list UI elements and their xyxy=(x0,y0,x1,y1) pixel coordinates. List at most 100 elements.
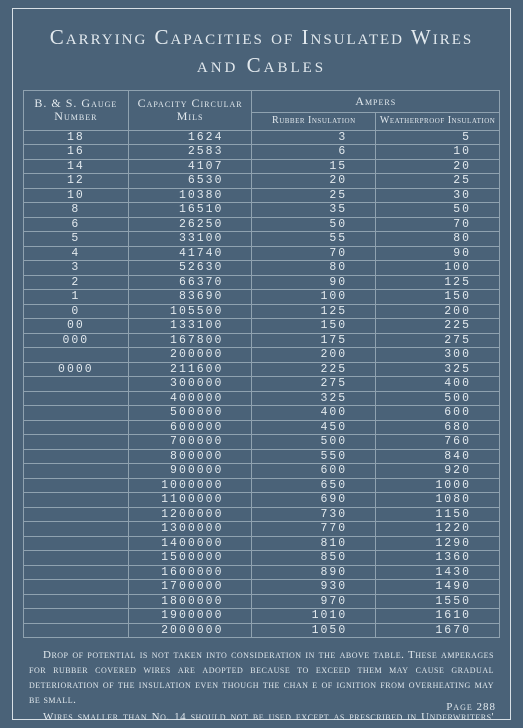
cell-rubber: 90 xyxy=(252,275,376,290)
cell-rubber: 150 xyxy=(252,319,376,334)
cell-mils: 200000 xyxy=(128,348,252,363)
cell-rubber: 20 xyxy=(252,174,376,189)
cell-gauge: 0000 xyxy=(24,362,129,377)
cell-rubber: 50 xyxy=(252,217,376,232)
table-row: 8165103550 xyxy=(24,203,500,218)
table-row: 10000006501000 xyxy=(24,478,500,493)
cell-mils: 1700000 xyxy=(128,580,252,595)
table-row: 600000450680 xyxy=(24,420,500,435)
cell-weather: 325 xyxy=(376,362,500,377)
cell-mils: 1624 xyxy=(128,130,252,145)
footnote-paragraph-2: Wires smaller than No. 14 should not be … xyxy=(29,710,494,728)
cell-gauge: 000 xyxy=(24,333,129,348)
cell-mils: 1200000 xyxy=(128,507,252,522)
cell-gauge xyxy=(24,449,129,464)
cell-weather: 100 xyxy=(376,261,500,276)
cell-rubber: 225 xyxy=(252,362,376,377)
title-line-1: Carrying Capacities of Insulated Wires xyxy=(23,23,500,51)
cell-rubber: 25 xyxy=(252,188,376,203)
cell-weather: 25 xyxy=(376,174,500,189)
cell-gauge: 4 xyxy=(24,246,129,261)
cell-gauge: 1 xyxy=(24,290,129,305)
table-row: 11000006901080 xyxy=(24,493,500,508)
cell-gauge xyxy=(24,522,129,537)
cell-rubber: 550 xyxy=(252,449,376,464)
cell-rubber: 80 xyxy=(252,261,376,276)
table-row: 5331005580 xyxy=(24,232,500,247)
cell-mils: 66370 xyxy=(128,275,252,290)
cell-gauge xyxy=(24,536,129,551)
cell-rubber: 1050 xyxy=(252,623,376,638)
cell-mils: 1900000 xyxy=(128,609,252,624)
cell-weather: 920 xyxy=(376,464,500,479)
table-row: 6262505070 xyxy=(24,217,500,232)
cell-rubber: 125 xyxy=(252,304,376,319)
cell-gauge: 3 xyxy=(24,261,129,276)
col-header-rubber: Rubber Insulation xyxy=(252,113,376,131)
cell-rubber: 890 xyxy=(252,565,376,580)
cell-rubber: 930 xyxy=(252,580,376,595)
cell-mils: 16510 xyxy=(128,203,252,218)
cell-gauge: 12 xyxy=(24,174,129,189)
cell-gauge xyxy=(24,507,129,522)
cell-rubber: 15 xyxy=(252,159,376,174)
table-row: 183690100150 xyxy=(24,290,500,305)
cell-rubber: 275 xyxy=(252,377,376,392)
title-line-2: and Cables xyxy=(23,51,500,79)
col-header-mils: Capacity Circular Mils xyxy=(128,90,252,130)
table-row: 00133100150225 xyxy=(24,319,500,334)
cell-weather: 5 xyxy=(376,130,500,145)
table-head: B. & S. Gauge Number Capacity Circular M… xyxy=(24,90,500,130)
cell-weather: 1000 xyxy=(376,478,500,493)
cell-rubber: 55 xyxy=(252,232,376,247)
cell-weather: 30 xyxy=(376,188,500,203)
cell-weather: 1550 xyxy=(376,594,500,609)
table-row: 1441071520 xyxy=(24,159,500,174)
cell-mils: 41740 xyxy=(128,246,252,261)
cell-weather: 840 xyxy=(376,449,500,464)
cell-weather: 1080 xyxy=(376,493,500,508)
cell-rubber: 600 xyxy=(252,464,376,479)
cell-weather: 1670 xyxy=(376,623,500,638)
footnote-block: Drop of potential is not taken into cons… xyxy=(23,644,500,728)
table-row: 700000500760 xyxy=(24,435,500,450)
cell-rubber: 810 xyxy=(252,536,376,551)
cell-gauge: 2 xyxy=(24,275,129,290)
table-row: 0105500125200 xyxy=(24,304,500,319)
cell-weather: 1430 xyxy=(376,565,500,580)
cell-gauge: 18 xyxy=(24,130,129,145)
cell-gauge: 6 xyxy=(24,217,129,232)
col-header-weatherproof: Weatherproof Insulation xyxy=(376,113,500,131)
table-row: 000167800175275 xyxy=(24,333,500,348)
table-row: 10103802530 xyxy=(24,188,500,203)
cell-weather: 1490 xyxy=(376,580,500,595)
cell-gauge xyxy=(24,580,129,595)
cell-rubber: 650 xyxy=(252,478,376,493)
cell-rubber: 325 xyxy=(252,391,376,406)
cell-mils: 700000 xyxy=(128,435,252,450)
cell-rubber: 500 xyxy=(252,435,376,450)
table-row: 35263080100 xyxy=(24,261,500,276)
cell-mils: 300000 xyxy=(128,377,252,392)
cell-gauge xyxy=(24,420,129,435)
table-row: 400000325500 xyxy=(24,391,500,406)
col-header-gauge: B. & S. Gauge Number xyxy=(24,90,129,130)
cell-mils: 800000 xyxy=(128,449,252,464)
cell-gauge xyxy=(24,348,129,363)
cell-mils: 1100000 xyxy=(128,493,252,508)
cell-mils: 2583 xyxy=(128,145,252,160)
table-row: 18162435 xyxy=(24,130,500,145)
cell-gauge xyxy=(24,623,129,638)
cell-weather: 680 xyxy=(376,420,500,435)
cell-weather: 70 xyxy=(376,217,500,232)
table-row: 300000275400 xyxy=(24,377,500,392)
table-body: 1816243516258361014410715201265302025101… xyxy=(24,130,500,638)
table-row: 162583610 xyxy=(24,145,500,160)
cell-rubber: 6 xyxy=(252,145,376,160)
table-row: 14000008101290 xyxy=(24,536,500,551)
cell-weather: 1610 xyxy=(376,609,500,624)
cell-rubber: 3 xyxy=(252,130,376,145)
cell-weather: 400 xyxy=(376,377,500,392)
cell-weather: 50 xyxy=(376,203,500,218)
cell-mils: 211600 xyxy=(128,362,252,377)
